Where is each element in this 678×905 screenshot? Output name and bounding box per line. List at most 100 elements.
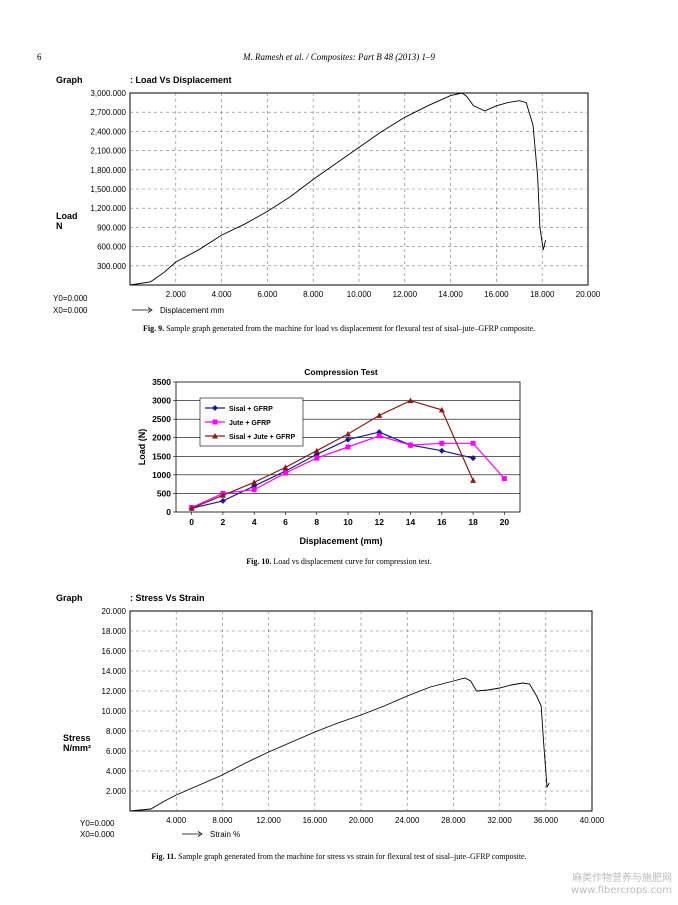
fig10-data-point-sisal-jute-gfrp: [345, 431, 351, 437]
fig9-x-axis-label: Displacement mm: [160, 306, 224, 315]
fig9-y-tick-label: 300.000: [97, 262, 126, 271]
fig11-y-tick-label: 6.000: [106, 747, 127, 756]
fig10-x-tick-label: 8: [314, 517, 319, 527]
fig10-y-tick-label: 500: [157, 488, 171, 498]
fig10-legend-marker: [212, 405, 218, 411]
fig11-y-axis-label-line1: Stress: [63, 733, 91, 743]
fig10-legend-label: Jute + GFRP: [229, 420, 271, 427]
fig10-caption-text: Load vs displacement curve for compressi…: [273, 557, 432, 566]
fig10-series-line-sisal-jute-gfrp: [191, 399, 474, 509]
fig11-caption-number: Fig. 11.: [151, 852, 177, 861]
fig9-y0-label: Y0=0.000: [53, 294, 88, 303]
fig11-x-tick-label: 8.000: [212, 816, 233, 825]
page-number: 6: [37, 52, 42, 62]
fig10-x-tick-label: 14: [406, 517, 416, 527]
fig11-y-tick-label: 20.000: [102, 607, 127, 616]
fig10-x-tick-label: 12: [375, 517, 385, 527]
fig10-legend-label: Sisal + Jute + GFRP: [229, 434, 295, 441]
fig11-x-axis-label: Strain %: [210, 830, 240, 839]
fig11-x-tick-label: 32.000: [487, 816, 512, 825]
running-title: M. Ramesh et al. / Composites: Part B 48…: [243, 52, 435, 62]
fig10-data-point-sisal-jute-gfrp: [313, 447, 320, 454]
fig11-x-tick-label: 12.000: [256, 816, 281, 825]
fig10-data-point-sisal-jute-gfrp: [219, 492, 226, 498]
fig10-x-tick-label: 20: [500, 517, 510, 527]
fig9-x-tick-label: 10.000: [347, 290, 372, 299]
watermark-line-1: 麻类作物营养与施肥网: [572, 873, 672, 884]
fig9-y-tick-label: 3,000.000: [90, 89, 126, 98]
fig11-y-axis-label-line2: N/mm²: [63, 743, 91, 753]
fig9-y-tick-label: 1,800.000: [90, 166, 126, 175]
fig10-data-point-jute-gfrp: [376, 433, 382, 439]
fig10-x-tick-label: 10: [343, 517, 353, 527]
fig10-y-tick-label: 3000: [152, 396, 171, 406]
fig9-data-line: [129, 92, 547, 286]
fig10-data-point-sisal-gfrp: [219, 497, 226, 504]
fig11-x-tick-label: 16.000: [303, 816, 328, 825]
fig10-data-point-jute-gfrp: [251, 487, 257, 493]
watermark-line-2: www.fibercrops.com: [570, 885, 672, 896]
fig10-x-tick-label: 18: [468, 517, 478, 527]
fig10-x-tick-label: 16: [437, 517, 447, 527]
fig11-y-tick-label: 10.000: [102, 707, 127, 716]
fig10-series-line-sisal-gfrp: [191, 431, 474, 509]
fig9-x0-label: X0=0.000: [53, 306, 88, 315]
fig11-chart-title: : Stress Vs Strain: [130, 593, 205, 603]
fig9-x-tick-label: 8.000: [303, 290, 324, 299]
fig11-y-tick-label: 18.000: [102, 627, 127, 636]
fig9-x-tick-label: 4.000: [212, 290, 233, 299]
fig10-data-point-sisal-jute-gfrp: [407, 397, 414, 404]
fig10-data-point-sisal-gfrp: [345, 436, 351, 443]
fig11-x-tick-label: 24.000: [395, 816, 420, 825]
fig10-y-axis-label: Load (N): [137, 429, 147, 466]
fig10-y-tick-label: 2000: [152, 433, 171, 443]
fig11-data-line: [129, 677, 550, 812]
fig10-data-point-sisal-gfrp: [438, 447, 445, 454]
fig10-legend: Sisal + GFRP Jute + GFRP Sisal + Jute + GF…: [199, 397, 304, 447]
fig10-data-point-jute-gfrp: [282, 470, 288, 476]
fig10-data-point-sisal-jute-gfrp: [251, 479, 258, 485]
fig10-x-tick-label: 4: [252, 517, 257, 527]
fig10-legend-marker: [212, 433, 218, 439]
fig10-y-tick-label: 3500: [152, 377, 171, 387]
fig9-caption-number: Fig. 9.: [142, 324, 165, 333]
fig9-y-tick-label: 2,400.000: [90, 127, 126, 136]
figure-9-caption: Fig. 9. Sample graph generated from the …: [0, 324, 678, 333]
fig9-y-tick-label: 900.000: [97, 223, 126, 232]
fig9-x-tick-label: 14.000: [438, 290, 463, 299]
fig11-x0-label: X0=0.000: [80, 830, 115, 839]
fig11-x-tick-label: 40.000: [580, 816, 605, 825]
fig9-y-tick-label: 2,700.000: [90, 108, 126, 117]
fig11-y-tick-label: 4.000: [106, 767, 127, 776]
figure-11-caption: Fig. 11. Sample graph generated from the…: [0, 852, 678, 861]
fig10-data-point-jute-gfrp: [408, 442, 414, 448]
fig10-data-point-sisal-gfrp: [470, 455, 477, 462]
fig9-x-tick-label: 2.000: [166, 290, 187, 299]
fig10-data-point-jute-gfrp: [470, 440, 476, 446]
fig9-y-axis-label-line2: N: [56, 221, 63, 231]
figure-10-caption: Fig. 10. Load vs displacement curve for …: [0, 557, 678, 566]
fig9-y-tick-label: 600.000: [97, 243, 126, 252]
fig10-x-tick-label: 2: [221, 517, 226, 527]
fig11-x-tick-label: 36.000: [534, 816, 559, 825]
fig9-x-tick-label: 18.000: [530, 290, 555, 299]
fig11-y-tick-label: 16.000: [102, 647, 127, 656]
fig10-y-tick-label: 2500: [152, 414, 171, 424]
fig10-data-point-jute-gfrp: [501, 476, 507, 482]
fig9-caption-text: Sample graph generated from the machine …: [166, 324, 536, 333]
fig10-data-point-sisal-jute-gfrp: [282, 464, 289, 470]
fig9-y-tick-label: 1,200.000: [90, 204, 126, 213]
fig11-x-tick-label: 28.000: [441, 816, 466, 825]
fig10-legend-marker: [212, 419, 218, 425]
fig9-x-axis-label-arrow: [132, 307, 153, 313]
fig9-y-axis-label-line1: Load: [56, 211, 78, 221]
fig9-x-tick-label: 20.000: [576, 290, 601, 299]
figure-10-compression-test-chart: Compression Test 0 500 1000 1500 2000 2500 300…: [137, 367, 521, 546]
fig9-chart-title: : Load Vs Displacement: [130, 75, 232, 85]
fig10-y-tick-label: 1500: [152, 451, 171, 461]
fig9-x-tick-label: 16.000: [484, 290, 509, 299]
fig11-graph-label: Graph: [56, 593, 83, 603]
fig11-y-tick-label: 12.000: [102, 687, 127, 696]
fig11-caption-text: Sample graph generated from the machine …: [178, 852, 527, 861]
fig10-data-point-jute-gfrp: [439, 440, 445, 446]
